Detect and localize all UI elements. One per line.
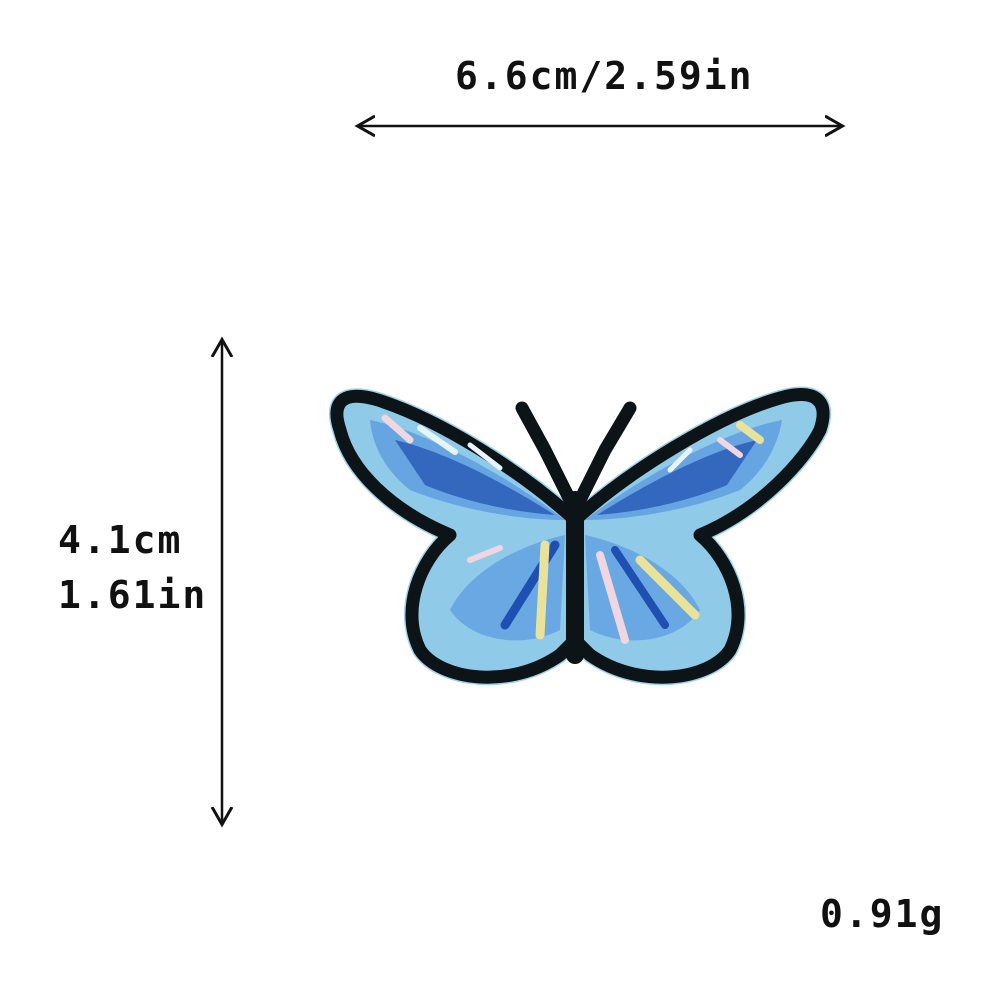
butterfly-patch-icon [328,386,831,686]
height-dimension-cm-label: 4.1cm [58,518,183,562]
width-dimension-label: 6.6cm/2.59in [455,54,754,98]
weight-label: 0.91g [820,892,945,936]
height-dimension-in-label: 1.61in [58,573,208,617]
